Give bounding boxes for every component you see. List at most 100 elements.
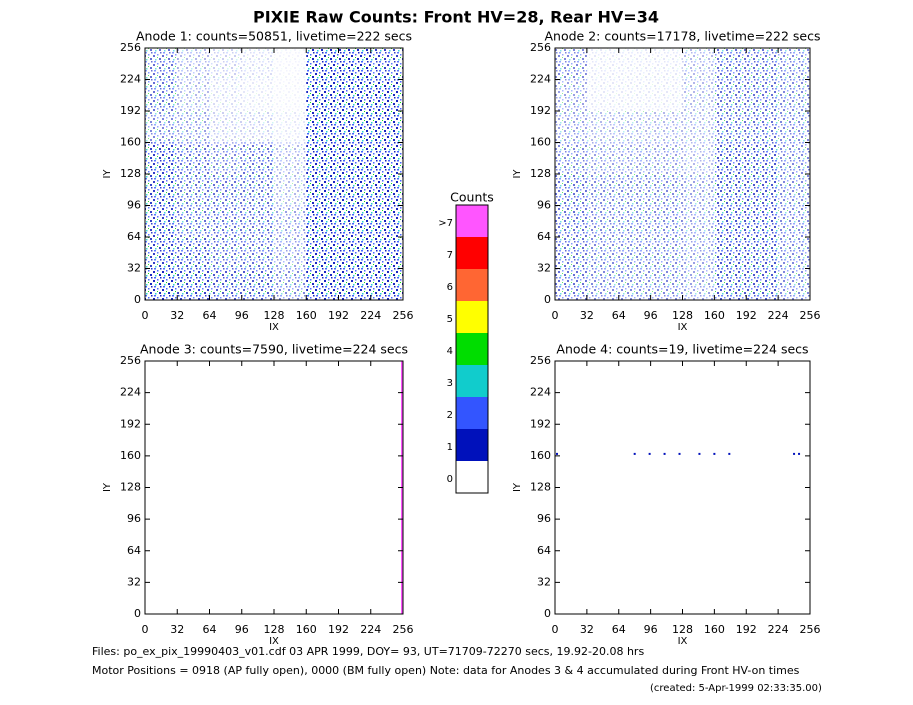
density-cell xyxy=(586,237,619,269)
density-cell xyxy=(338,111,371,143)
x-tick-label: 224 xyxy=(768,623,789,636)
density-cell xyxy=(306,79,339,111)
density-cell xyxy=(650,48,683,80)
colorbar-segment xyxy=(456,301,488,333)
density-cell xyxy=(555,142,587,174)
plot-frame xyxy=(554,360,811,615)
density-cell xyxy=(177,237,210,269)
density-cell xyxy=(145,237,178,269)
density-cell xyxy=(714,79,747,111)
colorbar-frame xyxy=(455,204,489,494)
density-cell xyxy=(618,142,651,174)
y-tick-label: 32 xyxy=(537,262,551,275)
panel-title: Anode 2: counts=17178, livetime=222 secs xyxy=(545,29,821,44)
x-axis-label: IX xyxy=(269,322,279,333)
x-tick-label: 64 xyxy=(203,623,217,636)
x-tick-label: 96 xyxy=(644,309,658,322)
density-cell xyxy=(746,111,779,143)
density-cell xyxy=(746,142,779,174)
x-tick-label: 32 xyxy=(170,623,184,636)
density-cell xyxy=(586,174,619,206)
density-cell xyxy=(778,237,810,269)
density-cell xyxy=(274,142,307,174)
x-tick-label: 32 xyxy=(170,309,184,322)
count-point xyxy=(648,452,651,455)
x-tick-label: 160 xyxy=(296,623,317,636)
y-tick-label: 224 xyxy=(120,73,141,86)
colorbar-segment xyxy=(456,237,488,269)
density-cell xyxy=(274,268,307,300)
x-tick-label: 224 xyxy=(360,623,381,636)
density-cell xyxy=(746,237,779,269)
density-cell xyxy=(682,268,715,300)
y-tick-label: 64 xyxy=(537,544,551,557)
density-cell xyxy=(338,237,371,269)
density-cell xyxy=(241,237,274,269)
colorbar-segment xyxy=(456,429,488,461)
panel-title: Anode 3: counts=7590, livetime=224 secs xyxy=(140,342,408,357)
colorbar-title: Counts xyxy=(450,190,494,205)
panel-title: Anode 4: counts=19, livetime=224 secs xyxy=(556,342,808,357)
colorbar-segment xyxy=(456,397,488,429)
density-cell xyxy=(370,268,403,300)
y-axis-label: IY xyxy=(512,482,523,492)
count-point xyxy=(678,452,681,455)
count-point xyxy=(663,452,666,455)
y-tick-label: 0 xyxy=(544,293,551,306)
colorbar-label: 7 xyxy=(447,250,453,261)
y-tick-label: 160 xyxy=(120,449,141,462)
density-cell xyxy=(714,48,747,80)
density-cell xyxy=(555,268,587,300)
density-cell xyxy=(274,237,307,269)
density-cell xyxy=(241,79,274,111)
density-cell xyxy=(338,268,371,300)
density-cell xyxy=(145,174,178,206)
y-tick-label: 192 xyxy=(120,417,141,430)
colorbar-label: 5 xyxy=(447,314,453,325)
density-cell xyxy=(778,205,810,237)
density-cell xyxy=(209,205,242,237)
colorbar-segment xyxy=(456,333,488,365)
colorbar-label: >7 xyxy=(438,218,453,229)
x-tick-label: 256 xyxy=(393,623,414,636)
x-tick-label: 224 xyxy=(360,309,381,322)
density-cell xyxy=(177,205,210,237)
y-tick-label: 256 xyxy=(120,354,141,367)
panel-title: Anode 1: counts=50851, livetime=222 secs xyxy=(136,29,412,44)
y-tick-label: 192 xyxy=(120,104,141,117)
density-cell xyxy=(618,205,651,237)
y-tick-label: 96 xyxy=(537,199,551,212)
density-cell xyxy=(618,111,651,143)
count-point xyxy=(728,452,731,455)
colorbar-segment xyxy=(456,205,488,237)
y-tick-label: 128 xyxy=(120,481,141,494)
y-tick-label: 192 xyxy=(530,104,551,117)
density-cell xyxy=(209,48,242,80)
density-cell xyxy=(682,174,715,206)
density-cell xyxy=(306,142,339,174)
density-cell xyxy=(306,174,339,206)
density-cell xyxy=(177,142,210,174)
density-cell xyxy=(241,205,274,237)
y-tick-label: 96 xyxy=(537,512,551,525)
density-cell xyxy=(555,79,587,111)
y-axis-label: IY xyxy=(102,482,113,492)
density-cell xyxy=(746,79,779,111)
density-cell xyxy=(586,111,619,143)
density-cell xyxy=(650,205,683,237)
count-point xyxy=(793,452,796,455)
y-tick-label: 0 xyxy=(134,293,141,306)
colorbar-label: 3 xyxy=(447,378,453,389)
density-cell xyxy=(338,79,371,111)
density-cell xyxy=(338,48,371,80)
density-cell xyxy=(682,111,715,143)
density-cell xyxy=(714,111,747,143)
density-cell xyxy=(682,48,715,80)
y-tick-label: 224 xyxy=(530,73,551,86)
density-cell xyxy=(209,142,242,174)
density-cell xyxy=(241,48,274,80)
x-tick-label: 192 xyxy=(736,309,757,322)
colorbar-label: 2 xyxy=(447,410,453,421)
density-cell xyxy=(274,111,307,143)
